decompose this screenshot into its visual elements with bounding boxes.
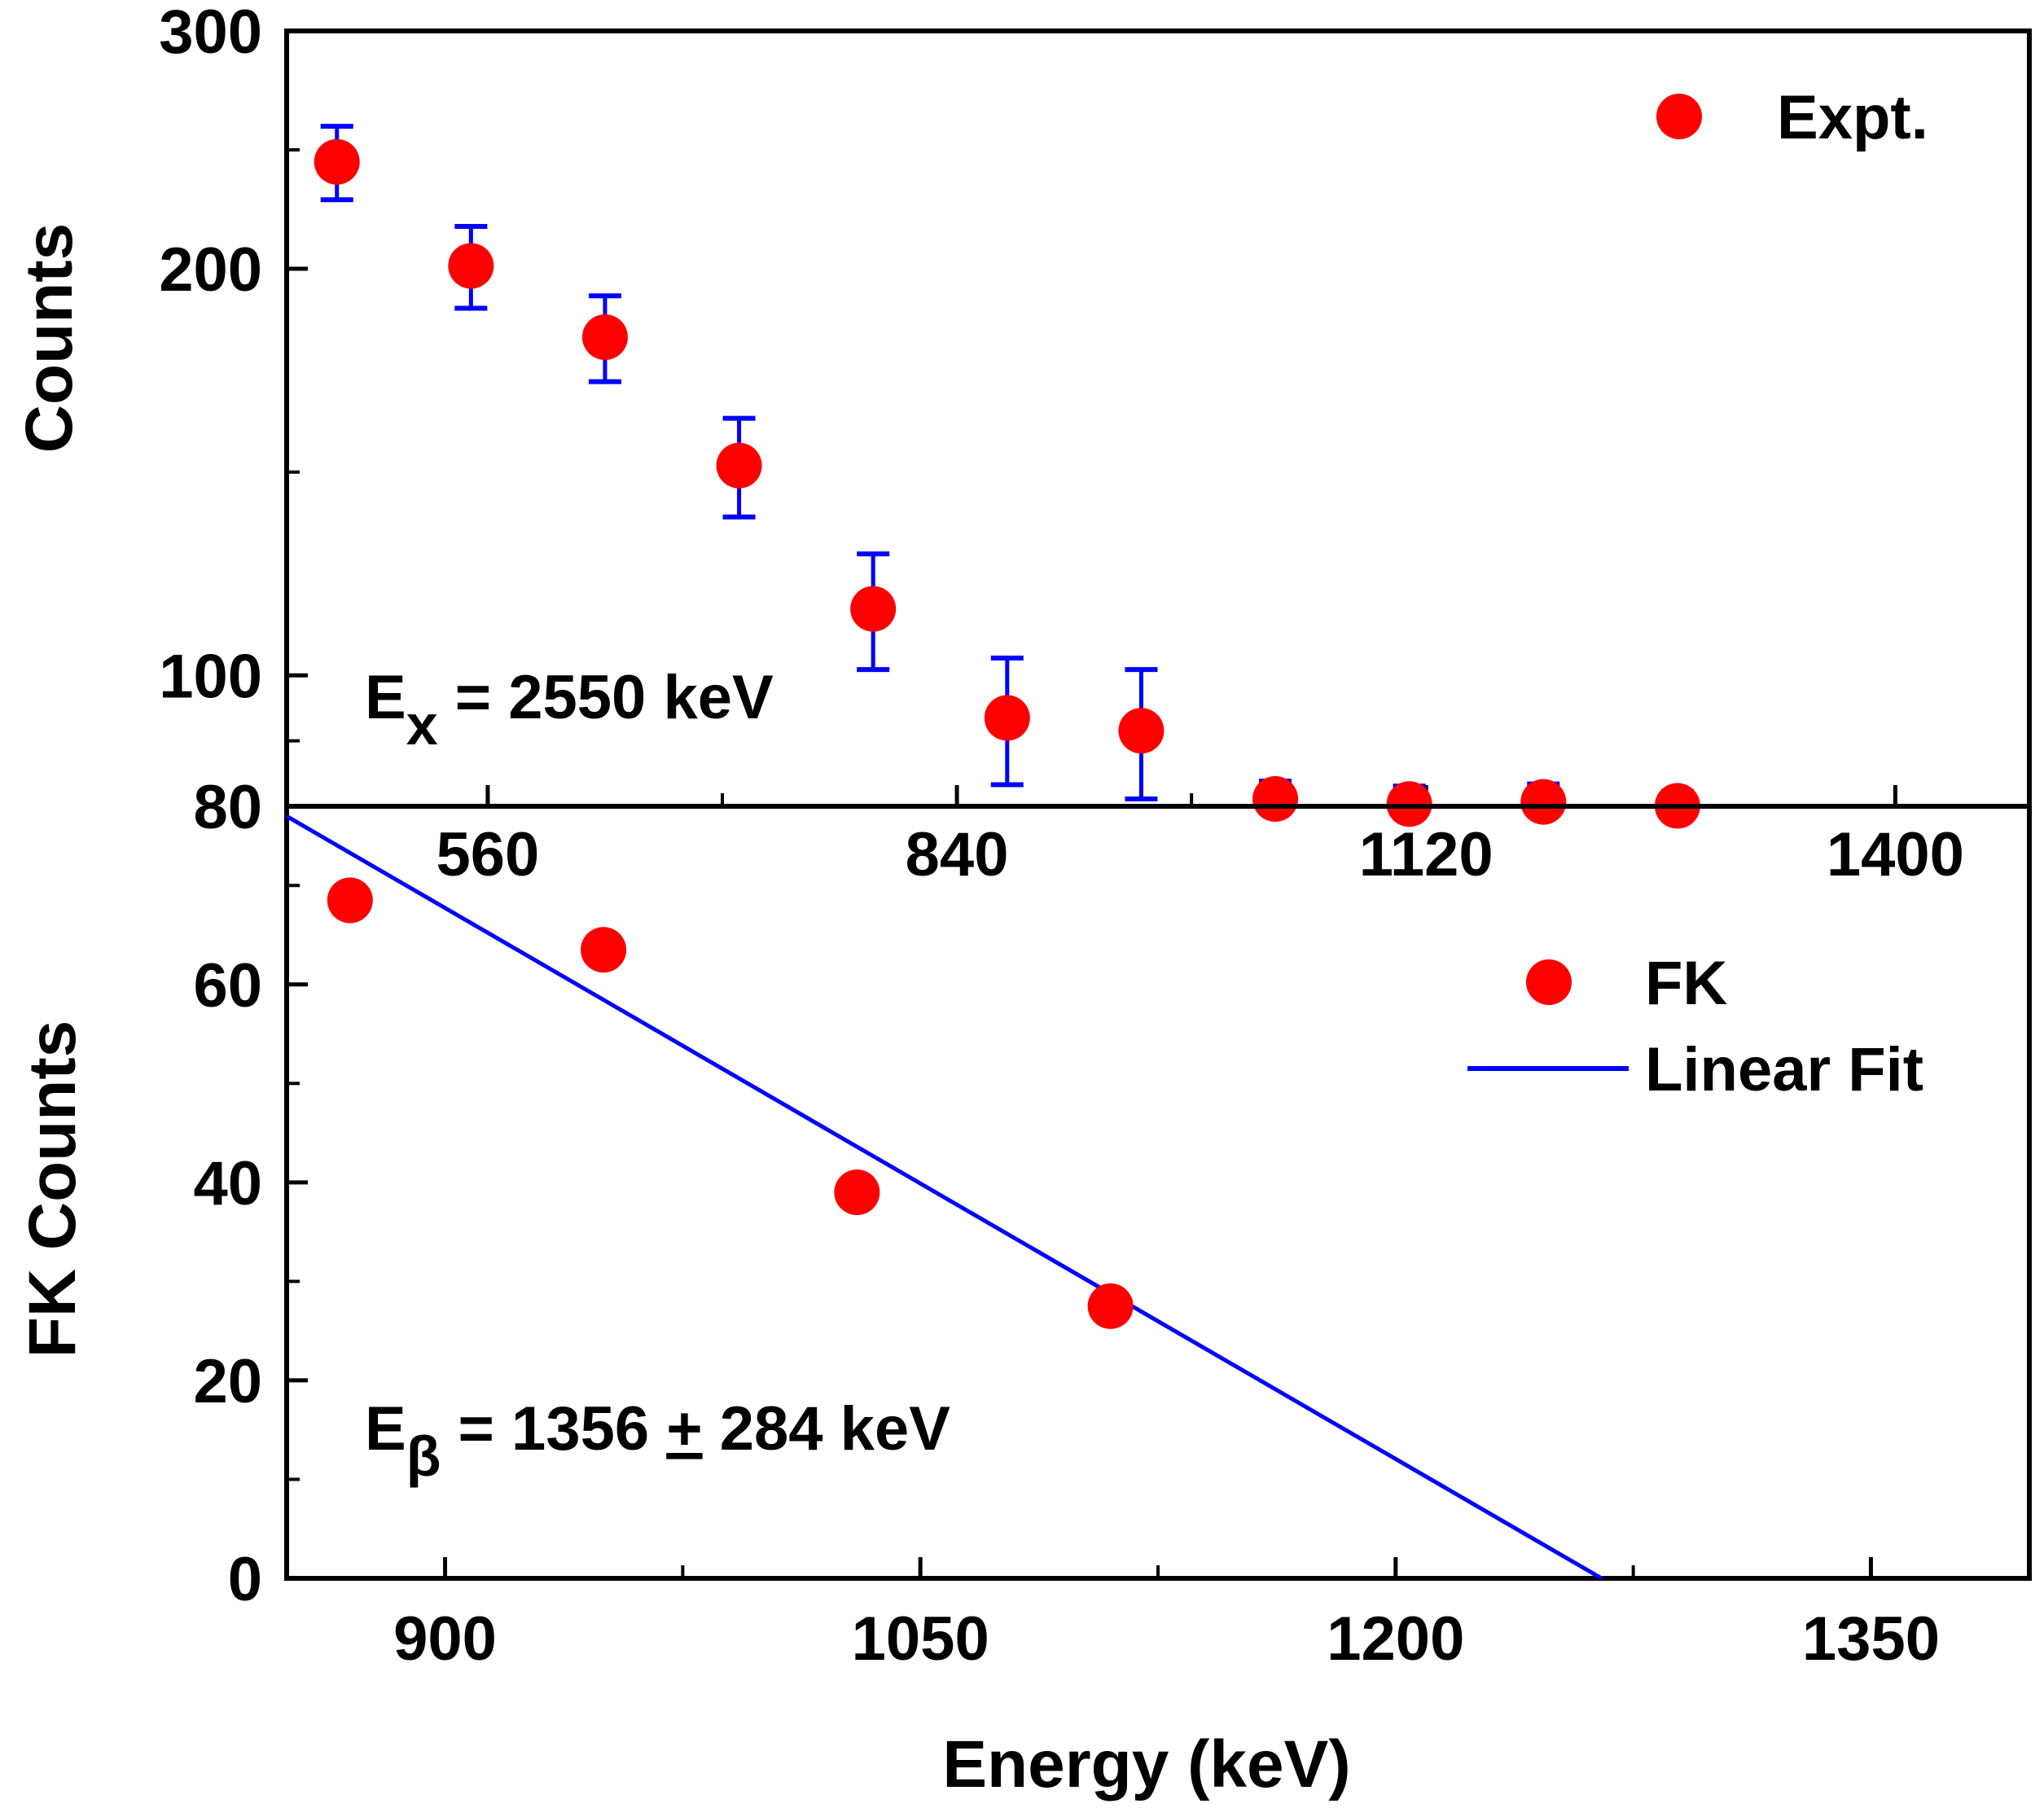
bottom-legend-label-linear-fit: Linear Fit [1645, 1035, 1923, 1104]
top-y-axis-title: Counts [12, 223, 86, 453]
fk-point [1087, 1283, 1134, 1329]
x-axis-title: Energy (keV) [942, 1727, 1350, 1801]
fk-point [834, 1169, 880, 1215]
top-x-ticks: 560 840 1120 1400 [436, 785, 1964, 889]
top-y-tick-label: 100 [159, 642, 262, 711]
expt-point [581, 314, 628, 360]
bottom-x-tick-label: 1050 [852, 1604, 989, 1674]
bottom-annotation-ebeta-text: = 1356 [441, 1394, 666, 1464]
top-x-tick-label: 1400 [1827, 820, 1964, 889]
bottom-x-tick-label: 1200 [1327, 1604, 1464, 1674]
fk-point [327, 877, 373, 924]
bottom-y-tick-label: 0 [228, 1545, 262, 1614]
bottom-annotation-ebeta-rest: 284 keV [703, 1394, 951, 1464]
linear-fit-line [285, 814, 1603, 1581]
fk-point [581, 927, 627, 973]
bottom-y-tick-label: 60 [193, 951, 262, 1020]
top-x-tick-label: 560 [436, 820, 540, 889]
expt-point [1118, 708, 1165, 754]
top-x-tick-label: 840 [906, 820, 1009, 889]
bottom-annotation-ebeta-sub: β [406, 1424, 441, 1488]
top-y-tick-label: 300 [159, 0, 262, 67]
bottom-panel: 0 20 40 60 900 1050 1200 1350 FK Counts Energy… [15, 804, 2032, 1801]
expt-point [850, 586, 897, 632]
bottom-legend-label-fk: FK [1645, 949, 1727, 1018]
top-data-marks [314, 124, 1700, 829]
top-legend-label-expt: Expt. [1777, 83, 1928, 152]
top-annotation-ex-text: = 2550 keV [438, 663, 774, 732]
bottom-annotation-ebeta-pm: + [666, 1394, 702, 1464]
expt-point [984, 695, 1030, 741]
bottom-data-marks [285, 814, 1603, 1581]
expt-point [716, 442, 762, 489]
top-x-tick-label: 1120 [1359, 820, 1494, 889]
expt-point [448, 243, 494, 289]
bottom-y-axis-title: FK Counts [15, 1020, 90, 1358]
expt-point [314, 138, 360, 185]
top-legend-marker-expt [1656, 94, 1702, 139]
bottom-annotation-ebeta: Eβ = 1356 + 284 keV [365, 1394, 950, 1488]
expt-point [1520, 779, 1567, 825]
top-annotation-ex-sub: x [406, 693, 438, 757]
bottom-annotation-ebeta-base: E [365, 1394, 406, 1464]
expt-point [1252, 776, 1299, 823]
bottom-legend-marker-fk [1526, 959, 1572, 1005]
bottom-x-tick-label: 1350 [1802, 1604, 1940, 1674]
bottom-y-tick-label: 20 [193, 1347, 262, 1416]
top-annotation-ex: Ex = 2550 keV [365, 663, 774, 757]
top-y-tick-label: 200 [159, 235, 262, 305]
bottom-x-ticks: 900 1050 1200 1350 [393, 1557, 1940, 1674]
bottom-x-tick-label: 900 [393, 1604, 497, 1674]
top-annotation-ex-base: E [365, 663, 406, 732]
top-y-ticks: 80 100 200 300 [159, 0, 308, 842]
bottom-y-ticks: 0 20 40 60 [193, 884, 308, 1614]
top-y-tick-label: 80 [193, 773, 262, 842]
bottom-y-tick-label: 40 [193, 1149, 262, 1218]
